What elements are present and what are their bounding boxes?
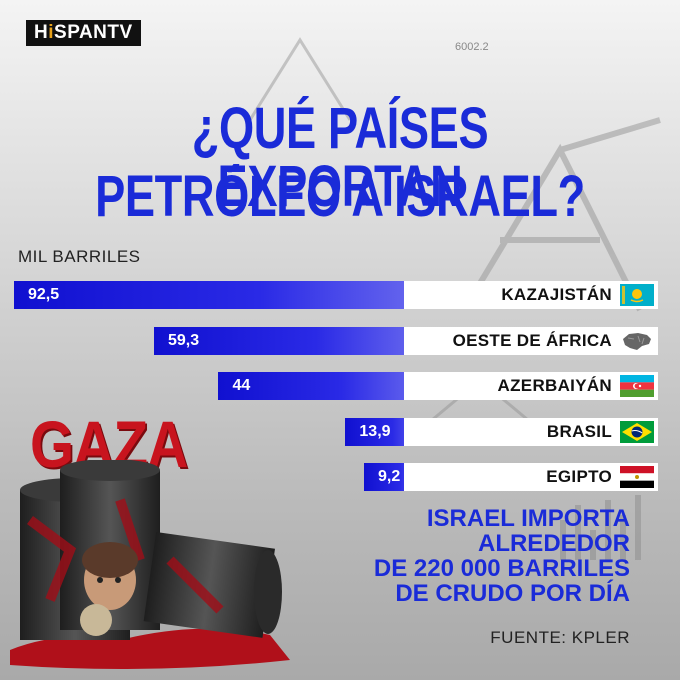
import-note-line-2: ALREDEDOR <box>477 530 630 557</box>
chart-bar <box>218 372 424 400</box>
bar-value-label: 9,2 <box>378 468 401 485</box>
ticker-text: 6002.2 <box>455 41 489 53</box>
azerbaijan-flag-icon <box>620 375 654 397</box>
import-note-line-3: DE 220 000 BARRILES <box>373 555 630 582</box>
category-label: BRASIL <box>546 421 612 441</box>
import-note-line-1: ISRAEL IMPORTA <box>426 505 630 532</box>
egypt-flag-icon <box>620 466 654 488</box>
category-label-box: BRASIL <box>404 417 658 446</box>
import-note-line-4: DE CRUDO POR DÍA <box>395 580 630 607</box>
category-label: EGIPTO <box>546 467 612 486</box>
chart-bar <box>14 281 424 309</box>
chart-unit-label: MIL BARRILES <box>18 247 141 266</box>
bar-value-label: 13,9 <box>359 422 391 440</box>
category-label: KAZAJISTÁN <box>501 285 612 304</box>
category-label-box: OESTE DE ÁFRICA <box>404 326 658 355</box>
brazil-flag-icon <box>620 420 654 443</box>
kazakhstan-flag-icon <box>620 284 654 306</box>
bar-value-label: 59,3 <box>167 331 200 349</box>
hispantv-logo: HiSPANTV <box>26 20 141 46</box>
chart-bar <box>153 326 424 355</box>
west-africa-map-icon <box>623 332 651 350</box>
category-label-box: KAZAJISTÁN <box>404 281 658 309</box>
page-title-line-1: ¿QUÉ PAÍSES EXPORTAN <box>191 96 489 219</box>
oil-barrels-illustration <box>10 460 290 669</box>
import-note: ISRAEL IMPORTA ALREDEDOR DE 220 000 BARR… <box>330 506 630 606</box>
page-title-line-2: PETRÓLEO A ISRAEL? <box>95 164 585 229</box>
category-label: OESTE DE ÁFRICA <box>452 330 612 350</box>
category-label: AZERBAIYÁN <box>497 376 612 395</box>
source-label: FUENTE: KPLER <box>490 628 630 647</box>
bar-value-label: 44 <box>232 377 251 394</box>
category-label-box: EGIPTO <box>404 463 658 491</box>
bar-value-label: 92,5 <box>28 286 60 303</box>
category-label-box: AZERBAIYÁN <box>404 372 658 400</box>
